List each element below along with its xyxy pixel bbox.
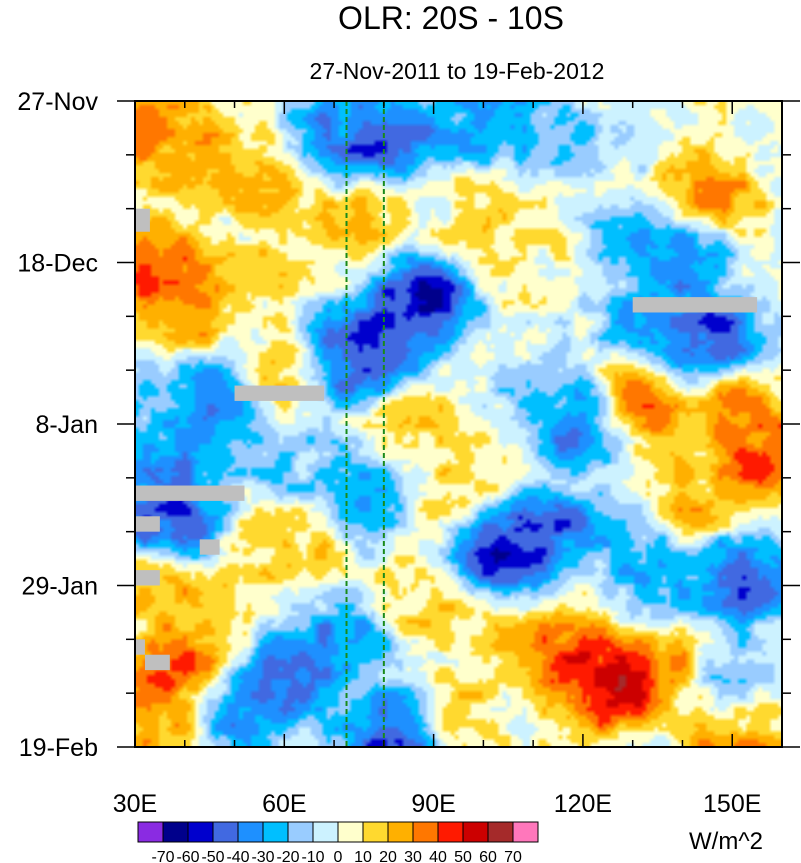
y-tick-label: 27-Nov: [17, 88, 98, 116]
chart-subtitle: 27-Nov-2011 to 19-Feb-2012: [310, 58, 605, 84]
colorbar-label: 50: [454, 849, 472, 863]
colorbar-label: 20: [379, 849, 397, 863]
x-tick-label: 120E: [554, 790, 612, 818]
colorbar-swatch: [162, 821, 189, 843]
olr-heatmap: [135, 101, 782, 747]
colorbar-swatch: [287, 821, 314, 843]
colorbar-label: 70: [504, 849, 522, 863]
x-axis-labels: 30E 60E 90E 120E 150E: [113, 790, 762, 818]
reference-lines: [345, 101, 385, 747]
colorbar-label: 60: [479, 849, 497, 863]
plot-area: [117, 100, 800, 748]
colorbar-swatch: [412, 821, 439, 843]
colorbar-label: 40: [429, 849, 447, 863]
y-tick-label: 29-Jan: [22, 573, 98, 601]
colorbar-label: -30: [251, 849, 274, 863]
colorbar-swatch: [137, 821, 164, 843]
colorbar-swatch: [437, 821, 464, 843]
missing-data-layer: [135, 208, 758, 671]
colorbar-swatch: [212, 821, 239, 843]
missing-data-patch: [135, 485, 245, 501]
missing-data-patch: [234, 385, 325, 401]
colorbar-units: W/m^2: [689, 828, 763, 855]
colorbar-swatch: [187, 821, 214, 843]
colorbar-swatch: [262, 821, 289, 843]
colorbar-label: 0: [334, 849, 343, 863]
y-tick-label: 8-Jan: [35, 411, 98, 439]
missing-data-patch: [199, 539, 220, 555]
colorbar-swatches: [137, 821, 539, 843]
missing-data-patch: [144, 654, 170, 671]
x-tick-label: 60E: [262, 790, 306, 818]
x-tick-marks: [134, 101, 783, 747]
colorbar-labels: -70 -60 -50 -40 -30 -20 -10 0 10 20 30 4…: [151, 849, 522, 863]
colorbar-label: 30: [404, 849, 422, 863]
x-tick-label: 30E: [113, 790, 157, 818]
y-axis-labels: 27-Nov 18-Dec 8-Jan 29-Jan 19-Feb: [17, 88, 98, 762]
y-tick-label: 19-Feb: [19, 734, 98, 762]
y-tick-label: 18-Dec: [17, 250, 98, 278]
missing-data-patch: [632, 297, 758, 313]
colorbar-swatch: [512, 821, 539, 843]
missing-data-patch: [135, 570, 160, 586]
colorbar-label: -20: [276, 849, 299, 863]
x-tick-label: 90E: [411, 790, 455, 818]
colorbar: -70 -60 -50 -40 -30 -20 -10 0 10 20 30 4…: [137, 821, 763, 863]
missing-data-patch: [135, 516, 160, 532]
colorbar-label: -60: [176, 849, 199, 863]
colorbar-label: -10: [301, 849, 324, 863]
colorbar-label: -70: [151, 849, 174, 863]
x-tick-label: 150E: [703, 790, 761, 818]
colorbar-label: -40: [226, 849, 249, 863]
y-tick-marks: [117, 100, 800, 748]
colorbar-swatch: [387, 821, 414, 843]
chart-title: OLR: 20S - 10S: [338, 0, 564, 36]
missing-data-patch: [135, 208, 150, 232]
colorbar-swatch: [237, 821, 264, 843]
colorbar-swatch: [337, 821, 364, 843]
colorbar-swatch: [462, 821, 489, 843]
colorbar-label: -50: [201, 849, 224, 863]
missing-data-patch: [135, 639, 145, 655]
colorbar-swatch: [487, 821, 514, 843]
colorbar-swatch: [312, 821, 339, 843]
colorbar-label: 10: [354, 849, 372, 863]
colorbar-swatch: [362, 821, 389, 843]
